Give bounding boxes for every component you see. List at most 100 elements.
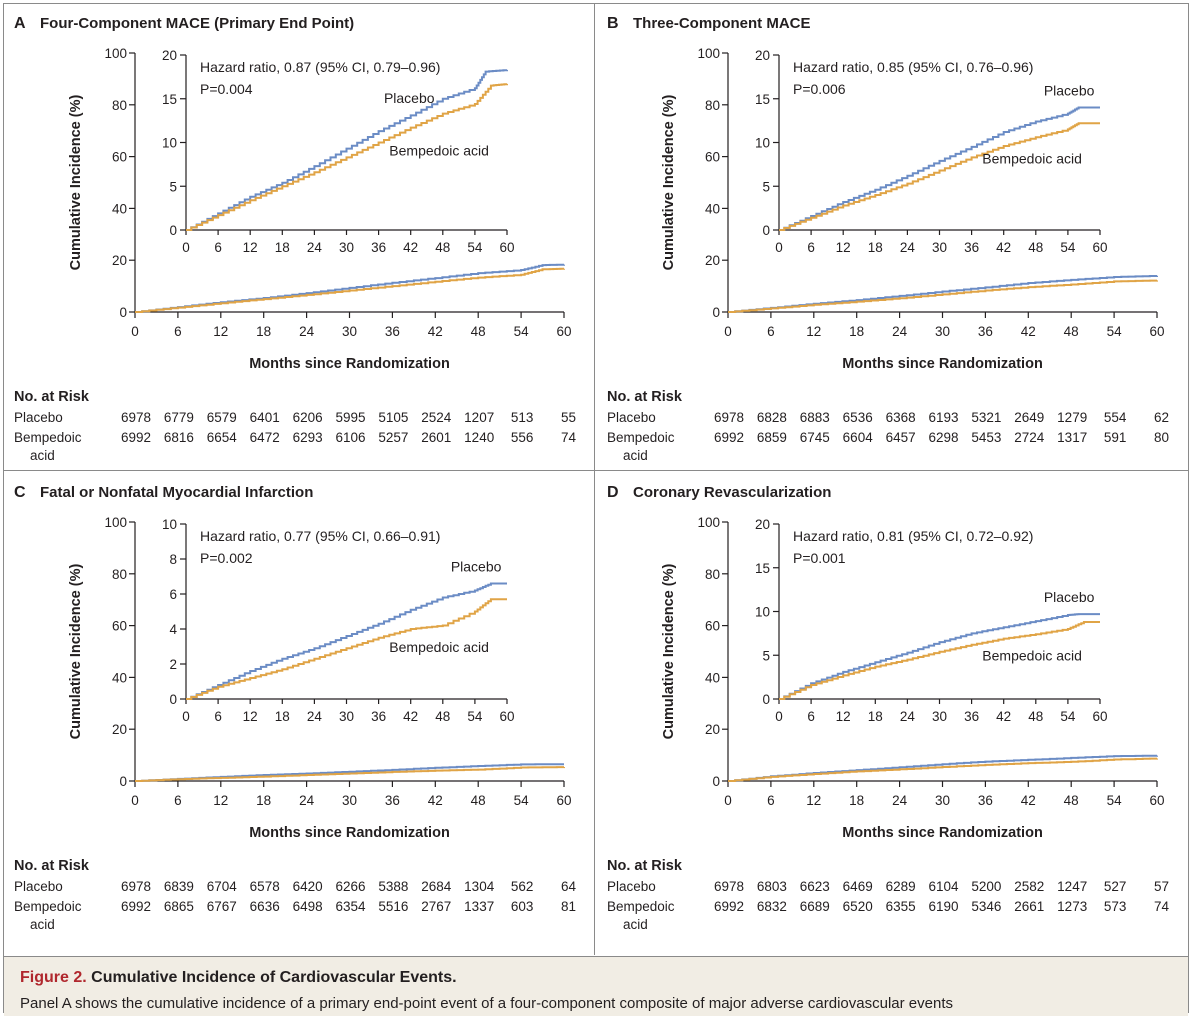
x-tick-label: 36: [385, 324, 400, 339]
at-risk-placebo-value: 5388: [378, 879, 408, 894]
at-risk-placebo-value: 1207: [464, 410, 494, 425]
at-risk-placebo-value: 1279: [1057, 410, 1087, 425]
at-risk-placebo-value: 2684: [421, 879, 452, 894]
inset-chart: 0 5 10 15 20 0 6 12 18 24 30 36 42 48 54 60 Hazard ratio…: [156, 47, 517, 262]
at-risk-placebo-value: 5995: [335, 410, 365, 425]
inset-x-tick-label: 0: [182, 709, 190, 724]
y-tick-label: 0: [712, 774, 720, 789]
at-risk-bempedoic-label: Bempedoic: [14, 430, 82, 445]
x-tick-label: 24: [299, 324, 315, 339]
at-risk-bempedoic-value: 6992: [121, 899, 151, 914]
at-risk-bempedoic-label: Bempedoic: [14, 899, 82, 914]
at-risk-bempedoic-value: 603: [511, 899, 534, 914]
x-tick-label: 6: [767, 793, 775, 808]
inset-series-line-placebo: [186, 69, 508, 231]
chart-title: Three-Component MACE: [633, 15, 811, 32]
x-tick-label: 54: [1107, 324, 1123, 339]
at-risk-placebo-value: 6803: [757, 879, 787, 894]
caption-title: Cumulative Incidence of Cardiovascular E…: [91, 969, 457, 986]
x-tick-label: 6: [174, 324, 182, 339]
at-risk-placebo-value: 2582: [1014, 879, 1044, 894]
inset-x-tick-label: 54: [467, 240, 483, 255]
at-risk-placebo-label: Placebo: [14, 410, 63, 425]
inset-y-tick-label: 5: [762, 648, 770, 663]
at-risk-placebo-value: 6289: [886, 879, 916, 894]
inset-x-tick-label: 36: [964, 709, 979, 724]
at-risk-table: No. at Risk Placebo Bempedoic acid 6978 6803 6…: [607, 858, 1169, 932]
panel-a: A Four-Component MACE (Primary End Point)…: [4, 4, 594, 469]
y-tick-label: 100: [104, 515, 127, 530]
y-axis-label: Cumulative Incidence (%): [661, 564, 677, 740]
at-risk-bempedoic-value: 6604: [843, 430, 874, 445]
at-risk-bempedoic-value: 573: [1104, 899, 1127, 914]
x-tick-label: 30: [935, 793, 950, 808]
at-risk-bempedoic-label: Bempedoic: [607, 899, 675, 914]
x-axis-label: Months since Randomization: [249, 356, 450, 372]
caption-text: Panel A shows the cumulative incidence o…: [20, 995, 953, 1012]
at-risk-bempedoic-value: 6354: [335, 899, 366, 914]
inset-background: [156, 516, 517, 731]
x-tick-label: 36: [385, 793, 400, 808]
at-risk-bempedoic-value: 6992: [714, 899, 744, 914]
x-tick-label: 0: [724, 793, 732, 808]
inset-series-line-placebo: [186, 582, 507, 700]
placebo-series-label: Placebo: [1044, 589, 1095, 605]
at-risk-header: No. at Risk: [14, 389, 90, 405]
x-tick-label: 36: [978, 324, 993, 339]
hazard-ratio: Hazard ratio, 0.81 (95% CI, 0.72–0.92): [793, 528, 1033, 544]
inset-x-tick-label: 60: [499, 240, 514, 255]
y-tick-label: 60: [705, 619, 720, 634]
placebo-series-label: Placebo: [384, 90, 435, 106]
at-risk-bempedoic-value: 6293: [293, 430, 323, 445]
y-tick-label: 60: [112, 619, 127, 634]
x-tick-label: 12: [806, 793, 821, 808]
at-risk-placebo-value: 6704: [207, 879, 238, 894]
x-tick-label: 18: [256, 324, 271, 339]
at-risk-placebo-value: 6206: [293, 410, 323, 425]
y-tick-label: 80: [705, 98, 720, 113]
at-risk-placebo-value: 6266: [335, 879, 365, 894]
inset-x-tick-label: 24: [307, 709, 323, 724]
caption-label: Figure 2.: [20, 969, 87, 986]
inset-y-tick-label: 4: [169, 622, 177, 637]
at-risk-placebo-label: Placebo: [607, 410, 656, 425]
x-tick-label: 60: [1149, 324, 1164, 339]
y-tick-label: 40: [705, 670, 720, 685]
figure-caption: Figure 2. Cumulative Incidence of Cardio…: [4, 956, 1188, 1016]
chart-c: C Fatal or Nonfatal Myocardial Infarction…: [14, 484, 577, 932]
at-risk-bempedoic-value: 6190: [928, 899, 958, 914]
at-risk-bempedoic-value: 6106: [335, 430, 365, 445]
y-tick-label: 20: [705, 722, 720, 737]
at-risk-placebo-value: 6368: [886, 410, 916, 425]
bempedoic-series-label: Bempedoic acid: [982, 151, 1082, 167]
at-risk-bempedoic-value: 6654: [207, 430, 238, 445]
inset-y-tick-label: 8: [169, 552, 177, 567]
at-risk-placebo-value: 6401: [250, 410, 280, 425]
x-tick-label: 60: [1149, 793, 1164, 808]
x-axis-label: Months since Randomization: [842, 825, 1043, 841]
at-risk-placebo-value: 5321: [971, 410, 1001, 425]
inset-x-tick-label: 60: [1092, 709, 1107, 724]
at-risk-bempedoic-label-line2: acid: [30, 917, 55, 932]
at-risk-bempedoic-value: 6457: [886, 430, 916, 445]
at-risk-placebo-value: 2649: [1014, 410, 1044, 425]
inset-x-tick-label: 42: [996, 240, 1011, 255]
at-risk-bempedoic-label: Bempedoic: [607, 430, 675, 445]
at-risk-placebo-value: 64: [561, 879, 577, 894]
hazard-ratio: Hazard ratio, 0.77 (95% CI, 0.66–0.91): [200, 528, 440, 544]
x-tick-label: 30: [342, 793, 357, 808]
x-tick-label: 12: [806, 324, 821, 339]
at-risk-bempedoic-value: 81: [561, 899, 576, 914]
at-risk-placebo-value: 513: [511, 410, 534, 425]
inset-x-tick-label: 24: [900, 240, 916, 255]
inset-x-tick-label: 42: [403, 240, 418, 255]
y-axis-label: Cumulative Incidence (%): [661, 95, 677, 271]
x-tick-label: 42: [428, 793, 443, 808]
x-tick-label: 12: [213, 324, 228, 339]
panel-d: D Coronary Revascularization 0 20 40 60 80 100 0…: [597, 473, 1187, 938]
panel-letter: A: [14, 15, 26, 32]
at-risk-bempedoic-value: 6298: [928, 430, 958, 445]
inset-series-line-bempedoic-acid: [779, 122, 1100, 231]
at-risk-placebo-value: 527: [1104, 879, 1127, 894]
